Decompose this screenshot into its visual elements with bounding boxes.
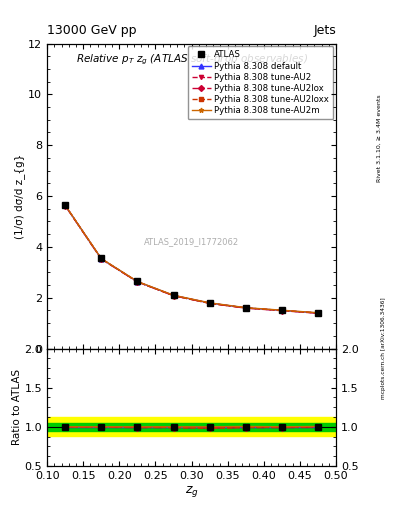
- Pythia 8.308 default: [279, 307, 284, 313]
- Legend: ATLAS, Pythia 8.308 default, Pythia 8.308 tune-AU2, Pythia 8.308 tune-AU2lox, Py: ATLAS, Pythia 8.308 default, Pythia 8.30…: [187, 46, 333, 119]
- Pythia 8.308 default: [207, 300, 212, 306]
- Line: Pythia 8.308 tune-AU2m: Pythia 8.308 tune-AU2m: [63, 203, 320, 315]
- Pythia 8.308 tune-AU2lox: [135, 279, 140, 285]
- Pythia 8.308 tune-AU2loxx: [243, 305, 248, 311]
- ATLAS: [135, 278, 140, 284]
- Pythia 8.308 tune-AU2m: [279, 307, 284, 313]
- Pythia 8.308 tune-AU2lox: [279, 308, 284, 314]
- Pythia 8.308 tune-AU2m: [316, 310, 320, 316]
- X-axis label: $z_g$: $z_g$: [185, 483, 198, 499]
- Pythia 8.308 tune-AU2m: [63, 202, 68, 208]
- ATLAS: [63, 202, 68, 208]
- Text: 13000 GeV pp: 13000 GeV pp: [47, 25, 137, 37]
- Pythia 8.308 default: [243, 305, 248, 311]
- Line: ATLAS: ATLAS: [62, 202, 321, 316]
- Pythia 8.308 tune-AU2loxx: [316, 310, 320, 316]
- ATLAS: [243, 305, 248, 311]
- Pythia 8.308 default: [99, 256, 104, 262]
- Pythia 8.308 tune-AU2: [135, 279, 140, 285]
- Line: Pythia 8.308 default: Pythia 8.308 default: [63, 203, 320, 315]
- Pythia 8.308 tune-AU2loxx: [171, 293, 176, 299]
- ATLAS: [171, 292, 176, 298]
- Text: Rivet 3.1.10, ≥ 3.4M events: Rivet 3.1.10, ≥ 3.4M events: [377, 94, 382, 182]
- ATLAS: [316, 310, 320, 316]
- Pythia 8.308 tune-AU2loxx: [135, 279, 140, 285]
- Pythia 8.308 tune-AU2loxx: [99, 256, 104, 262]
- Pythia 8.308 tune-AU2: [99, 256, 104, 262]
- Pythia 8.308 tune-AU2m: [243, 305, 248, 311]
- Pythia 8.308 tune-AU2lox: [99, 256, 104, 262]
- Pythia 8.308 default: [135, 279, 140, 285]
- ATLAS: [279, 307, 284, 313]
- Line: Pythia 8.308 tune-AU2loxx: Pythia 8.308 tune-AU2loxx: [63, 203, 320, 315]
- Pythia 8.308 tune-AU2m: [135, 279, 140, 285]
- Pythia 8.308 tune-AU2: [243, 305, 248, 311]
- Pythia 8.308 tune-AU2: [316, 310, 320, 316]
- Pythia 8.308 tune-AU2m: [171, 292, 176, 298]
- Text: mcplots.cern.ch [arXiv:1306.3436]: mcplots.cern.ch [arXiv:1306.3436]: [381, 297, 386, 399]
- Text: Relative $\mathit{p}_T$ $z_g$ (ATLAS soft-drop observables): Relative $\mathit{p}_T$ $z_g$ (ATLAS sof…: [75, 53, 308, 67]
- Pythia 8.308 tune-AU2m: [99, 255, 104, 262]
- Pythia 8.308 tune-AU2lox: [63, 203, 68, 209]
- ATLAS: [207, 300, 212, 306]
- Y-axis label: Ratio to ATLAS: Ratio to ATLAS: [12, 369, 22, 445]
- Pythia 8.308 tune-AU2lox: [171, 293, 176, 299]
- Pythia 8.308 default: [171, 292, 176, 298]
- Pythia 8.308 default: [316, 310, 320, 316]
- Pythia 8.308 tune-AU2loxx: [207, 300, 212, 306]
- Pythia 8.308 tune-AU2: [63, 202, 68, 208]
- Pythia 8.308 tune-AU2: [207, 300, 212, 306]
- ATLAS: [99, 255, 104, 262]
- Text: Jets: Jets: [313, 25, 336, 37]
- Pythia 8.308 tune-AU2lox: [207, 300, 212, 306]
- Line: Pythia 8.308 tune-AU2: Pythia 8.308 tune-AU2: [63, 203, 320, 315]
- Pythia 8.308 default: [63, 202, 68, 208]
- Pythia 8.308 tune-AU2lox: [243, 305, 248, 311]
- Line: Pythia 8.308 tune-AU2lox: Pythia 8.308 tune-AU2lox: [63, 204, 320, 315]
- Pythia 8.308 tune-AU2lox: [316, 310, 320, 316]
- Pythia 8.308 tune-AU2loxx: [63, 202, 68, 208]
- Pythia 8.308 tune-AU2: [171, 292, 176, 298]
- Y-axis label: (1/σ) dσ/d z_{g}: (1/σ) dσ/d z_{g}: [15, 154, 26, 239]
- Text: ATLAS_2019_I1772062: ATLAS_2019_I1772062: [144, 238, 239, 246]
- Pythia 8.308 tune-AU2: [279, 307, 284, 313]
- Pythia 8.308 tune-AU2m: [207, 300, 212, 306]
- Pythia 8.308 tune-AU2loxx: [279, 307, 284, 313]
